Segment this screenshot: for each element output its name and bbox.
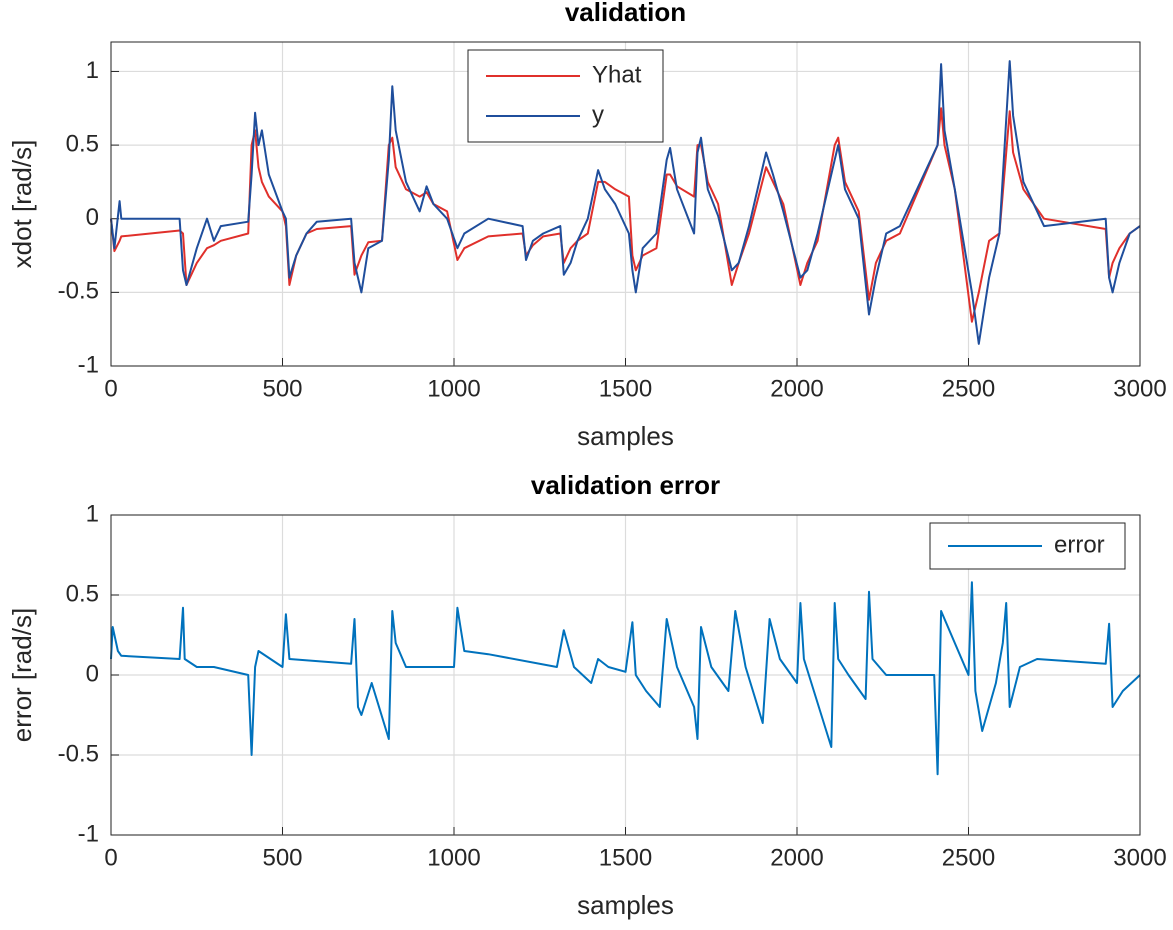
x-tick-label: 2000 [770, 375, 823, 402]
y-tick-label: -0.5 [58, 740, 99, 767]
data-line [110, 60, 1141, 345]
x-tick-label: 500 [262, 844, 302, 871]
x-tick-label: 0 [104, 844, 117, 871]
x-tick-label: 1000 [427, 844, 480, 871]
y-tick-label: 1 [86, 500, 99, 527]
x-tick-label: 2000 [770, 844, 823, 871]
legend-label: error [1054, 531, 1105, 558]
legend-label: Yhat [592, 61, 642, 88]
x-tick-label: 1500 [599, 375, 652, 402]
x-tick-label: 3000 [1113, 844, 1166, 871]
x-tick-label: 3000 [1113, 375, 1166, 402]
y-tick-label: -0.5 [58, 278, 99, 305]
y-tick-label: -1 [78, 351, 99, 378]
chart-title: validation error [531, 470, 720, 500]
chart-title: validation [565, 0, 686, 27]
x-axis-label: samples [577, 890, 674, 920]
y-tick-label: 1 [86, 57, 99, 84]
x-tick-label: 1500 [599, 844, 652, 871]
y-tick-label: -1 [78, 820, 99, 847]
x-tick-label: 500 [262, 375, 302, 402]
x-tick-label: 2500 [942, 844, 995, 871]
x-tick-label: 1000 [427, 375, 480, 402]
y-tick-label: 0 [86, 660, 99, 687]
data-line [110, 107, 1141, 323]
axes-frame [110, 41, 1141, 367]
x-axis-label: samples [577, 421, 674, 451]
y-tick-label: 0.5 [66, 130, 99, 157]
y-tick-label: 0.5 [66, 580, 99, 607]
y-axis-label: error [rad/s] [7, 608, 37, 742]
x-tick-label: 0 [104, 375, 117, 402]
legend-label: y [592, 101, 604, 128]
x-tick-label: 2500 [942, 375, 995, 402]
legend-box [467, 49, 664, 143]
y-axis-label: xdot [rad/s] [7, 140, 37, 269]
y-tick-label: 0 [86, 204, 99, 231]
axes-frame [110, 514, 1141, 836]
data-line [110, 581, 1141, 776]
